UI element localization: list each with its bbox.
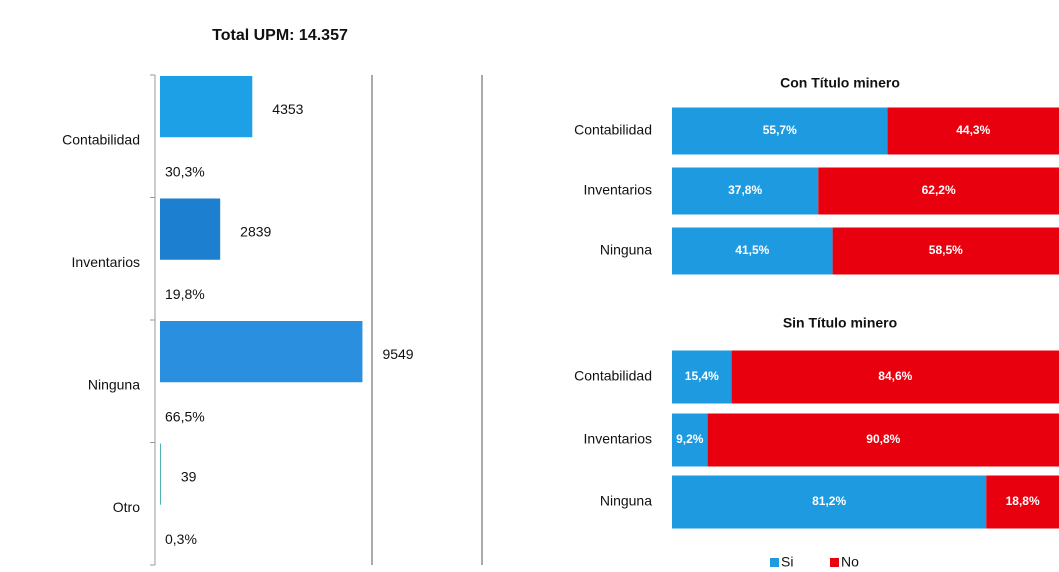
segment-label: 41,5% xyxy=(735,243,769,257)
chart-title: Total UPM: 14.357 xyxy=(212,27,348,44)
share-label: 66,5% xyxy=(165,408,205,424)
segment-label: 37,8% xyxy=(728,183,762,197)
bar-segment xyxy=(707,413,1059,467)
bar xyxy=(160,76,253,138)
bar-segment xyxy=(887,107,1059,155)
segment-label: 58,5% xyxy=(929,243,963,257)
bar-segment xyxy=(731,350,1059,404)
segment-label: 84,6% xyxy=(878,369,912,383)
legend-label: No xyxy=(841,554,859,570)
segment-label: 55,7% xyxy=(763,123,797,137)
category-label: Otro xyxy=(113,499,140,515)
legend-swatch xyxy=(770,558,779,567)
chart-title: Con Título minero xyxy=(780,75,900,91)
bar-segment xyxy=(672,413,708,467)
chart-title: Sin Título minero xyxy=(783,315,897,331)
share-label: 0,3% xyxy=(165,531,197,547)
bar-segment xyxy=(672,167,819,215)
segment-label: 90,8% xyxy=(866,432,900,446)
category-label: Ninguna xyxy=(88,377,140,393)
category-label: Inventarios xyxy=(584,182,652,198)
segment-label: 15,4% xyxy=(685,369,719,383)
bar-segment xyxy=(672,107,888,155)
value-label: 9549 xyxy=(382,346,413,362)
segment-label: 18,8% xyxy=(1006,494,1040,508)
bar-segment xyxy=(832,227,1059,275)
segment-label: 44,3% xyxy=(956,123,990,137)
legend-label: Si xyxy=(781,554,793,570)
bar-segment xyxy=(672,350,732,404)
share-label: 19,8% xyxy=(165,286,205,302)
bar-segment xyxy=(818,167,1059,215)
value-label: 2839 xyxy=(240,224,271,240)
category-label: Contabilidad xyxy=(574,122,652,138)
category-label: Ninguna xyxy=(600,242,652,258)
bar xyxy=(160,198,221,260)
category-label: Contabilidad xyxy=(574,368,652,384)
bar-segment xyxy=(672,475,987,529)
category-label: Inventarios xyxy=(72,254,140,270)
bar-segment xyxy=(672,227,833,275)
bar-segment xyxy=(986,475,1059,529)
bar xyxy=(160,443,161,505)
segment-label: 9,2% xyxy=(676,432,704,446)
share-label: 30,3% xyxy=(165,163,205,179)
value-label: 39 xyxy=(181,469,197,485)
category-label: Contabilidad xyxy=(62,132,140,148)
segment-label: 81,2% xyxy=(812,494,846,508)
segment-label: 62,2% xyxy=(922,183,956,197)
bar xyxy=(160,321,363,383)
value-label: 4353 xyxy=(272,101,303,117)
legend-swatch xyxy=(830,558,839,567)
category-label: Inventarios xyxy=(584,431,652,447)
category-label: Ninguna xyxy=(600,493,652,509)
